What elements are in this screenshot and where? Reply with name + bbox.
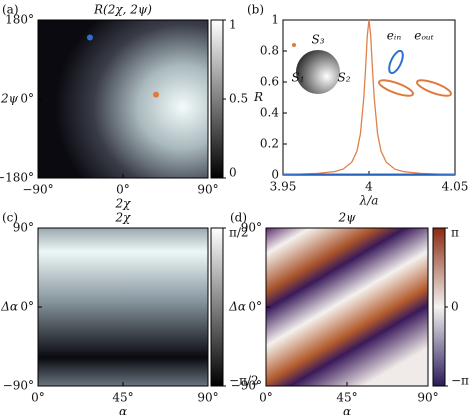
line-series xyxy=(282,19,456,176)
y-tick-label: 0.8 xyxy=(260,44,279,58)
inset-label: S₁ xyxy=(291,71,304,85)
colorbar-tick-label: π xyxy=(451,226,459,240)
marker-point xyxy=(153,91,160,98)
marker-point xyxy=(86,34,93,41)
ellipse-out xyxy=(415,79,453,97)
y-tick-label: 1 xyxy=(271,13,279,27)
y-tick-label: 0.6 xyxy=(260,75,279,89)
colorbar-tick-label: 0.5 xyxy=(229,92,248,106)
inset-label: eₒᵤₜ xyxy=(414,29,434,43)
colorbar-tick-label: 1 xyxy=(229,18,237,32)
x-tick-label: 90° xyxy=(417,391,438,405)
panel-label: (a) xyxy=(2,3,19,17)
y-axis-label: Δα xyxy=(0,300,18,314)
panel-title: 2ψ xyxy=(337,211,356,225)
x-tick-label: 0° xyxy=(31,391,45,405)
ellipse-in xyxy=(388,49,404,75)
y-tick-label: 0° xyxy=(248,300,262,314)
y-tick-label: 0.4 xyxy=(260,106,279,120)
panel-title: 2χ xyxy=(115,211,132,225)
plot-frame xyxy=(37,227,209,387)
y-tick-label: 0° xyxy=(20,300,34,314)
panel-label: (b) xyxy=(247,3,264,17)
colorbar xyxy=(210,19,224,179)
heatmap-field xyxy=(38,228,208,386)
y-axis-label: R xyxy=(253,90,263,104)
panel-label: (d) xyxy=(230,211,247,225)
x-tick-label: 3.95 xyxy=(270,180,297,194)
colorbar-tick-label: −π xyxy=(451,374,469,388)
x-tick-label: 90° xyxy=(197,391,218,405)
colorbar-tick-label: π/2 xyxy=(229,226,249,240)
x-axis-label: α xyxy=(119,405,127,415)
x-tick-label: 90° xyxy=(197,183,218,197)
y-axis-label: 2ψ xyxy=(0,92,19,106)
y-tick-label: −180° xyxy=(0,171,34,185)
y-tick-label: 180° xyxy=(5,13,34,27)
plot-frame xyxy=(265,227,429,387)
x-tick-label: 45° xyxy=(336,391,357,405)
x-tick-label: 4.05 xyxy=(442,180,469,194)
panel-label: (c) xyxy=(2,211,18,225)
ellipse-in xyxy=(377,79,415,97)
heatmap-field xyxy=(38,20,208,178)
colorbar xyxy=(432,227,446,387)
panel-title: R(2χ, 2ψ) xyxy=(93,3,152,17)
x-axis-label: 2χ xyxy=(115,197,132,211)
plot-frame xyxy=(282,19,456,176)
colorbar-tick-label: 0 xyxy=(451,300,459,314)
x-tick-label: 4 xyxy=(365,180,373,194)
poincare-sphere xyxy=(296,50,340,94)
x-axis-label: λ/a xyxy=(359,194,379,208)
y-tick-label: 0.2 xyxy=(260,137,279,151)
heatmap-field xyxy=(266,228,428,386)
sphere-dot xyxy=(292,43,296,47)
y-tick-label: 90° xyxy=(241,221,262,235)
inset-label: eᵢₙ xyxy=(387,29,402,43)
inset-label: S₂ xyxy=(337,71,350,85)
colorbar-tick-label: −π/2 xyxy=(229,374,259,388)
y-axis-label: Δα xyxy=(228,300,246,314)
colorbar xyxy=(210,227,224,387)
x-tick-label: 0° xyxy=(259,391,273,405)
x-tick-label: −90° xyxy=(22,183,53,197)
x-axis-label: α xyxy=(343,405,351,415)
y-tick-label: 0° xyxy=(20,92,34,106)
y-tick-label: 90° xyxy=(13,221,34,235)
x-tick-label: 45° xyxy=(112,391,133,405)
y-tick-label: −90° xyxy=(231,379,262,393)
plot-frame xyxy=(37,19,209,179)
x-tick-label: 0° xyxy=(116,183,130,197)
inset-label: S₃ xyxy=(311,33,324,47)
y-tick-label: 0 xyxy=(271,168,279,182)
y-tick-label: −90° xyxy=(3,379,34,393)
colorbar-tick-label: 0 xyxy=(229,166,237,180)
